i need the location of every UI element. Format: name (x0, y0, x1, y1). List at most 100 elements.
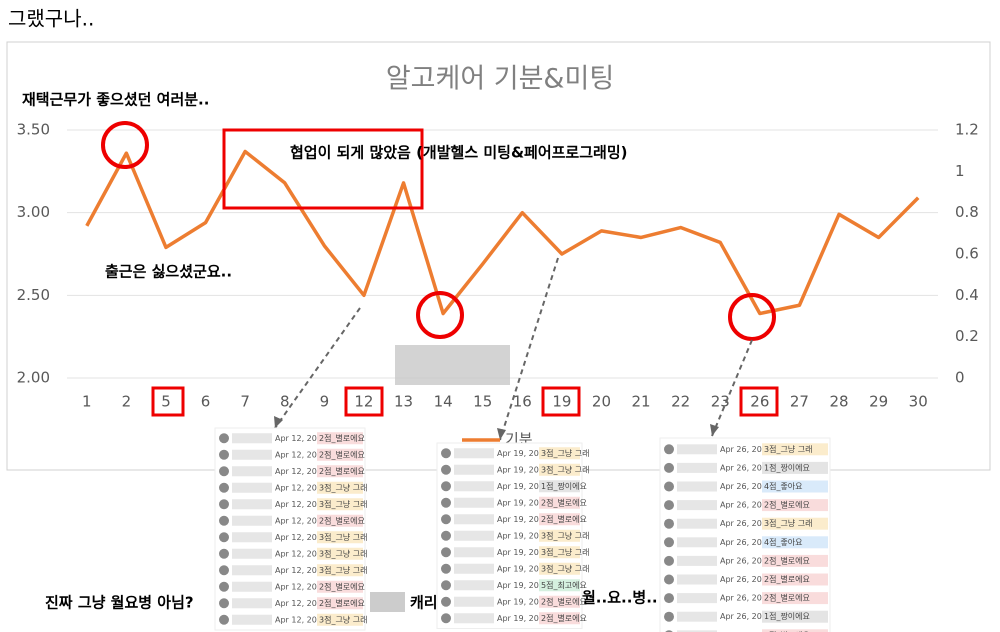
tag: 3점_그냥 그래 (319, 532, 367, 542)
tag-bg (762, 610, 828, 623)
tag-bg (762, 573, 828, 586)
blur (677, 481, 717, 492)
blur (232, 548, 272, 559)
chart-title: 알고케어 기분&미팅 (386, 64, 614, 95)
blur (454, 464, 494, 475)
blur (454, 563, 494, 574)
tag: 2점_별로에요 (319, 598, 365, 608)
date: Apr 12, 2021 (275, 450, 327, 459)
blur (677, 444, 717, 455)
tag: 2점_별로에요 (319, 581, 365, 591)
tag: 3점_그냥 그래 (764, 518, 812, 528)
tag-bg (762, 499, 828, 512)
y-tick-label: 3.00 (17, 203, 50, 221)
tag: 5점_최고에요 (541, 580, 587, 590)
avatar (219, 499, 229, 510)
avatar (441, 547, 451, 558)
y2-tick-label: 1.2 (955, 121, 979, 139)
date: Apr 19, 2021 (497, 482, 549, 491)
arrow-heads (274, 416, 719, 440)
tag: 1점_짱이에요 (764, 611, 810, 621)
tag-bg (539, 480, 580, 493)
blur (454, 448, 494, 459)
blur (454, 596, 494, 607)
avatar (219, 482, 229, 493)
tag-bg (317, 547, 363, 560)
blur (454, 481, 494, 492)
date: Apr 12, 2021 (275, 599, 327, 608)
x-tick-label: 9 (320, 393, 330, 411)
tag: 3점_그냥 그래 (319, 548, 367, 558)
x-tick-label: 5 (161, 393, 171, 411)
blur (677, 630, 717, 632)
blur (232, 581, 272, 592)
avatar (441, 481, 451, 492)
x-tick-label: 28 (829, 393, 848, 411)
x-tick-label: 2 (122, 393, 132, 411)
highlight-box (222, 128, 424, 210)
blur (677, 593, 717, 604)
date: Apr 12, 2021 (275, 615, 327, 624)
blur (454, 613, 494, 624)
date: Apr 26, 2021 (720, 556, 772, 565)
y-tick-label: 3.50 (17, 121, 50, 139)
tag-bg (539, 612, 580, 625)
blur (232, 565, 272, 576)
x-tick-label: 20 (592, 393, 611, 411)
tag-bg (539, 562, 580, 575)
tag: 3점_그냥 그래 (541, 563, 589, 573)
category-boxes (151, 386, 779, 417)
avatar (441, 497, 451, 508)
avatar (441, 530, 451, 541)
tag: 3점_그냥 그래 (541, 464, 589, 474)
tag: 3점_그냥 그래 (541, 530, 589, 540)
highlight-circle (101, 121, 149, 169)
tag-bg (762, 461, 828, 474)
date: Apr 26, 2021 (720, 575, 772, 584)
tag: 1점_짱이에요 (764, 462, 810, 472)
tag-bg (762, 592, 828, 605)
x-tick-label: 29 (869, 393, 888, 411)
y2-tick-label: 0 (955, 369, 965, 387)
blur (232, 598, 272, 609)
blur (677, 500, 717, 511)
tag-bg (539, 447, 580, 460)
date: Apr 12, 2021 (275, 582, 327, 591)
annotation: 진짜 그냥 월요병 아님? (45, 594, 194, 612)
tag-bg (539, 529, 580, 542)
annotation: 월..요..병.. (582, 589, 658, 607)
blur (677, 574, 717, 585)
y2-tick-label: 0.8 (955, 203, 979, 221)
avatar (441, 596, 451, 607)
date: Apr 19, 2021 (497, 515, 549, 524)
blur (232, 482, 272, 493)
x-tick-label: 23 (711, 393, 730, 411)
tag: 2점_별로에요 (319, 449, 365, 459)
tag: 3점_그냥 그래 (319, 499, 367, 509)
date: Apr 12, 2021 (275, 483, 327, 492)
date: Apr 12, 2021 (275, 434, 327, 443)
tag: 2점_별로에요 (764, 593, 810, 603)
x-tick-label: 16 (513, 393, 532, 411)
date: Apr 12, 2021 (275, 566, 327, 575)
tag: 4점_좋아요 (764, 481, 803, 491)
x-tick-label: 7 (240, 393, 250, 411)
blur (232, 499, 272, 510)
date: Apr 26, 2021 (720, 519, 772, 528)
tag: 2점_별로에요 (764, 555, 810, 565)
tag-bg (317, 564, 363, 577)
tag-bg (317, 613, 363, 626)
x-tick-label: 12 (354, 393, 373, 411)
tag-bg (762, 443, 828, 456)
tag: 2점_별로에요 (541, 514, 587, 524)
avatar (219, 515, 229, 526)
tag: 3점_그냥 그래 (319, 482, 367, 492)
avatar (664, 444, 674, 455)
date: Apr 19, 2021 (497, 465, 549, 474)
blur (232, 532, 272, 543)
tag-bg (317, 432, 363, 445)
date: Apr 26, 2021 (720, 501, 772, 510)
tag: 3점_그냥 그래 (319, 565, 367, 575)
blur (677, 555, 717, 566)
